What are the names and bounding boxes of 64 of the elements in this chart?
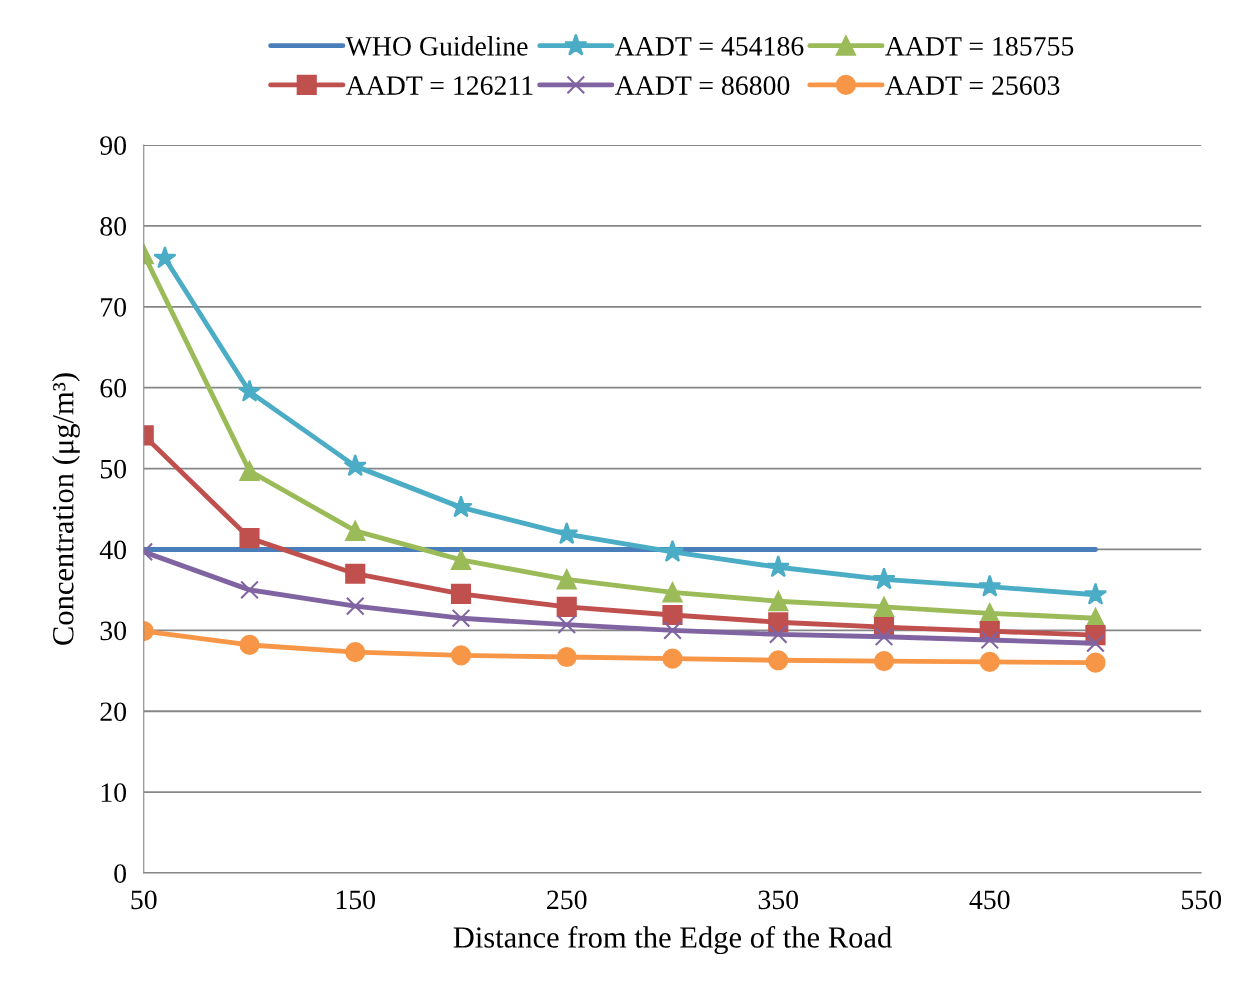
point	[345, 596, 365, 616]
point	[345, 563, 366, 584]
x-tick-label: 50	[131, 890, 157, 910]
point	[451, 608, 471, 628]
point	[1085, 652, 1106, 673]
point	[874, 627, 894, 647]
point	[873, 651, 895, 672]
y-tick-label: 30	[100, 621, 127, 641]
legend-label: AADT = 185755	[885, 36, 1074, 56]
x-tick-label: 150	[336, 890, 376, 910]
point	[556, 646, 577, 668]
point	[660, 539, 685, 562]
y-tick-label: 60	[100, 378, 127, 398]
point	[239, 460, 260, 482]
x-tick-label: 450	[969, 890, 1010, 910]
point	[768, 591, 789, 612]
point	[766, 555, 790, 578]
point	[345, 642, 366, 663]
point	[556, 569, 577, 590]
x-tick-label: 250	[547, 890, 587, 910]
point	[449, 495, 473, 518]
point	[663, 620, 682, 640]
y-tick-label: 50	[100, 459, 127, 479]
point	[450, 645, 472, 666]
point	[873, 596, 895, 617]
y-tick-label: 10	[101, 783, 127, 803]
point	[1086, 633, 1105, 653]
legend-label: AADT = 126211	[345, 76, 533, 95]
point	[980, 630, 1000, 650]
point	[557, 615, 577, 635]
y-tick-label: 0	[114, 864, 127, 883]
point	[662, 648, 683, 669]
legend-label: AADT = 454186	[614, 36, 804, 56]
point	[239, 634, 260, 655]
point	[555, 521, 579, 545]
y-tick-label: 40	[99, 540, 127, 560]
x-tick-label: 550	[1182, 890, 1222, 910]
legend-label: WHO Guideline	[345, 36, 528, 56]
y-tick-label: 70	[101, 297, 127, 317]
point	[239, 528, 260, 549]
point	[450, 549, 472, 571]
point	[240, 580, 259, 600]
y-tick-label: 90	[100, 136, 127, 155]
point	[153, 246, 177, 269]
point	[345, 520, 366, 541]
x-axis-title: Distance from the Edge of the Road	[453, 925, 892, 955]
point	[662, 604, 683, 626]
point	[237, 379, 262, 402]
point	[872, 567, 896, 590]
legend-label: AADT = 25603	[885, 76, 1060, 95]
point	[978, 574, 1002, 597]
legend-label: AADT = 86800	[614, 76, 790, 95]
point	[343, 453, 367, 477]
x-tick-label: 350	[758, 890, 799, 910]
point	[556, 596, 577, 617]
y-tick-label: 20	[100, 702, 127, 722]
point	[1083, 582, 1108, 605]
point	[450, 583, 472, 604]
point	[768, 650, 789, 671]
y-tick-label: 80	[100, 217, 127, 236]
point	[979, 651, 1000, 672]
point	[662, 582, 683, 603]
y-axis-title: Concentration (μg/m³)	[52, 373, 80, 645]
point	[768, 625, 788, 644]
